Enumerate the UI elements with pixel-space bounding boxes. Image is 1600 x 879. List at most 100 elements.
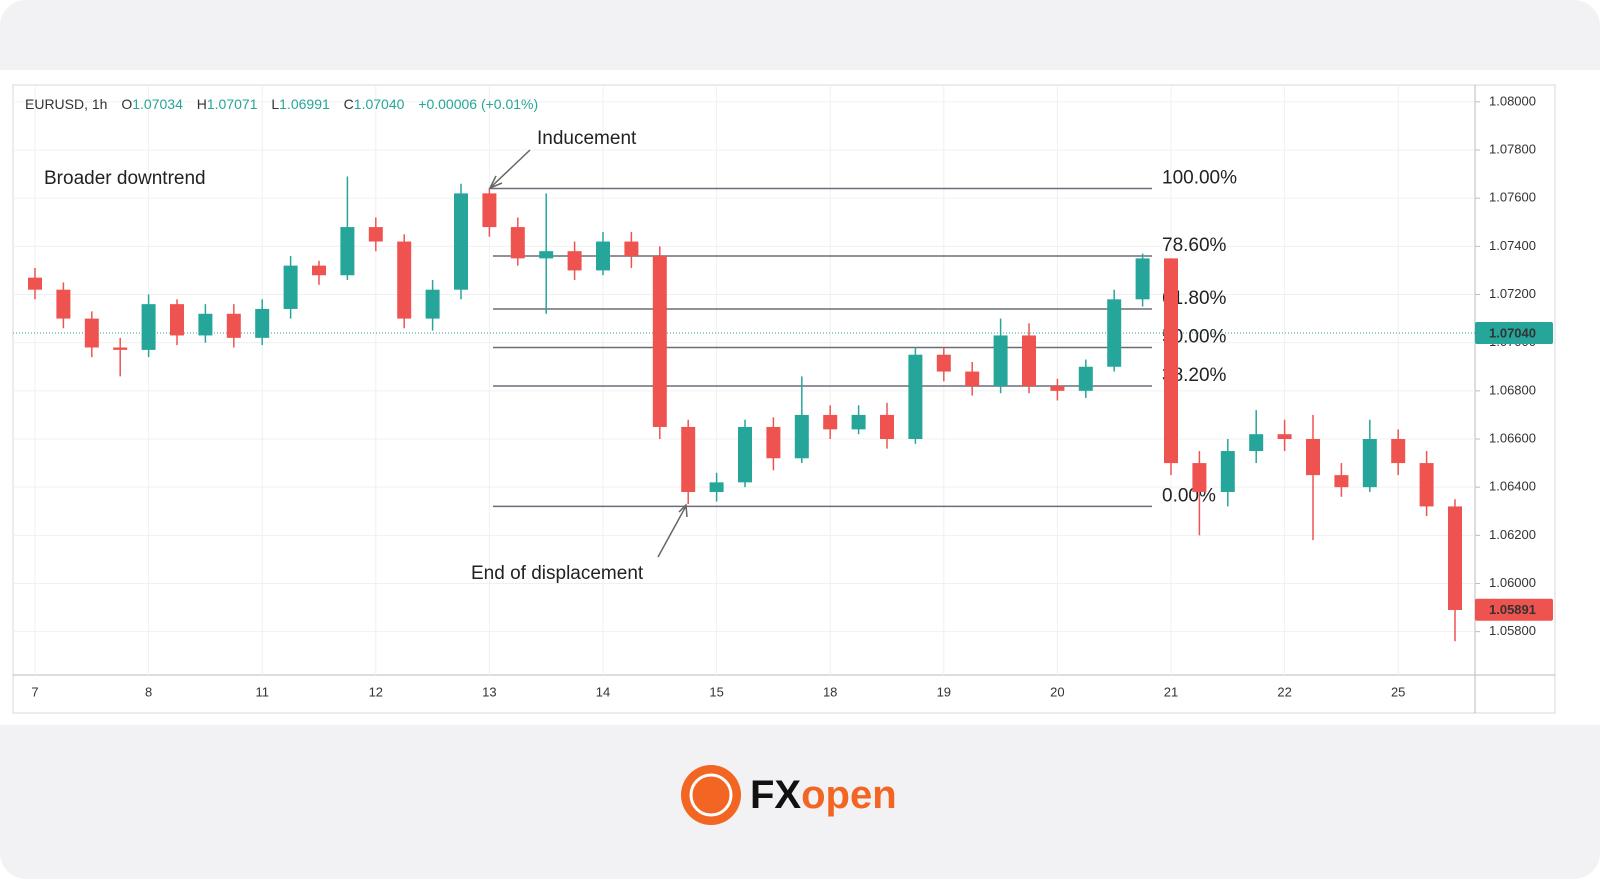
fib-label: 100.00% [1162,168,1237,189]
y-tick-label: 1.07600 [1489,190,1536,205]
candle-body [1306,439,1320,476]
arrow [657,505,687,558]
candle-body [1107,299,1122,367]
candle-body [510,227,525,259]
candle-body [1220,451,1235,492]
y-tick-label: 1.06400 [1489,479,1536,494]
candle-body [880,414,894,439]
candle-body [652,255,667,427]
y-tick-label: 1.06200 [1489,527,1536,542]
logo-open: open [801,773,897,817]
x-tick-label: 18 [823,684,837,699]
change: +0.00006 (+0.01%) [418,96,538,112]
candle-body [28,277,42,290]
arrows [488,149,688,558]
high-label: H [197,96,207,112]
close-label: C [344,96,354,112]
candle-body [340,227,355,276]
candle-body [283,265,298,309]
candle-body [624,241,639,256]
arrow-head [488,175,503,190]
x-tick-label: 21 [1164,684,1178,699]
candle-body [993,335,1008,387]
arrow-head [678,503,688,518]
y-tick-label: 1.06000 [1489,575,1536,590]
x-tick-label: 7 [31,684,38,699]
candle-body [823,414,838,430]
candle-body [766,426,781,459]
arrow [490,149,531,188]
candle-body [851,414,866,430]
x-tick-label: 14 [596,684,610,699]
candle-body [794,414,809,459]
candle-body [1448,506,1462,610]
candle-body [936,354,951,372]
candle-body [56,289,71,319]
candle-body [1135,258,1150,300]
logo-fx: FX [750,773,801,817]
x-tick-label: 22 [1277,684,1291,699]
candles [28,176,1462,642]
low-value: 1.06991 [279,96,330,112]
symbol: EURUSD, 1h [25,96,107,112]
candle-body [738,426,752,483]
y-tick-label: 1.06600 [1489,430,1536,445]
logo: FXopen [681,765,897,825]
fib-label: 0.00% [1162,485,1216,506]
candle-body [1334,475,1349,488]
candle-body [908,354,923,439]
fib-label: 50.00% [1162,327,1227,348]
x-tick-label: 8 [145,684,152,699]
annotation: Inducement [537,128,637,149]
price-tag [1475,322,1553,345]
candle-body [681,426,696,492]
price-tag-label: 1.07040 [1489,325,1536,340]
low-label: L [271,96,279,112]
open-value: 1.07034 [132,96,183,112]
header: EURUSD, 1h O1.07034 H1.07071 L1.06991 C1… [25,96,538,112]
candle-body [482,193,497,228]
fib-label: 38.20% [1162,365,1227,386]
candle-body [1277,434,1292,439]
candle-body [113,347,128,350]
price-tag-label: 1.05891 [1489,602,1536,617]
candle-body [1022,335,1036,387]
y-tick-label: 1.06800 [1489,382,1536,397]
axes: 1.08000 1.07800 1.07600 1.07400 1.07200 1.070… [31,93,1553,699]
close-value: 1.07040 [354,96,405,112]
candle-body [425,289,440,319]
candle-body [198,313,213,336]
x-tick-label: 11 [255,684,269,699]
candle-body [709,482,724,492]
logo-icon-detail [689,773,733,817]
x-tick-label: 25 [1391,684,1405,699]
candle-body [397,241,412,319]
y-tick-label: 1.07800 [1489,141,1536,156]
open-label: O [121,96,132,112]
price-tag [1475,598,1553,621]
candle-body [226,313,241,338]
x-tick-label: 15 [709,684,723,699]
annotation: End of displacement [471,563,644,584]
x-tick-label: 19 [937,684,951,699]
candle-body [1164,258,1178,464]
y-tick-label: 1.05800 [1489,623,1536,638]
candle-body [567,251,582,271]
fib-label: 61.80% [1162,288,1227,309]
fib-label: 78.60% [1162,235,1227,256]
x-tick-label: 12 [369,684,383,699]
candle-body [368,227,383,242]
y-tick-label: 1.07400 [1489,238,1536,253]
candle-body [141,304,156,350]
candle-body [596,241,610,271]
candle-body [1050,386,1065,391]
y-tick-label: 1.08000 [1489,93,1536,108]
x-tick-label: 13 [482,684,496,699]
candle-body [1362,439,1377,488]
chart-panel [0,70,1600,725]
candle-body [965,371,980,387]
high-value: 1.07071 [207,96,258,112]
annotation: Broader downtrend [44,168,206,189]
candle-body [255,308,270,338]
